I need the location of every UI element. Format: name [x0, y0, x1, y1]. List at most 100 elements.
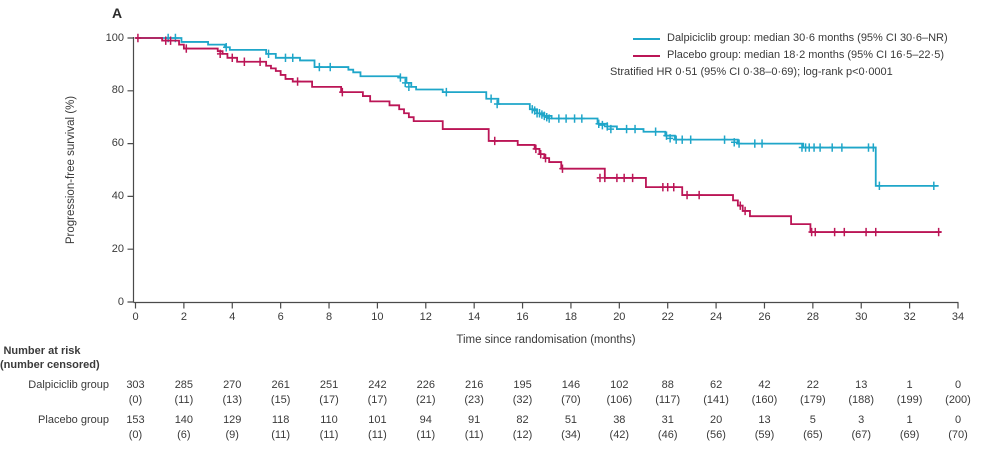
risk-cell-placebo-n: 3 — [858, 414, 865, 426]
risk-cell-placebo-censored: (46) — [657, 429, 678, 441]
risk-cell-dalpiciclib-censored: (11) — [174, 394, 194, 406]
risk-cell-placebo-n: 38 — [613, 414, 626, 426]
km-curve-placebo — [135, 37, 942, 233]
risk-cell-dalpiciclib-censored: (179) — [800, 394, 826, 406]
risk-cell-placebo-n: 140 — [174, 414, 194, 426]
risk-cell-placebo-n: 129 — [223, 414, 242, 426]
risk-cell-placebo-censored: (69) — [899, 429, 920, 441]
x-tick-label: 16 — [516, 311, 529, 323]
risk-cell-dalpiciclib-n: 13 — [855, 379, 868, 391]
x-tick-label: 20 — [613, 311, 626, 323]
legend-entry-placebo: Placebo group: median 18·2 months (95% C… — [610, 47, 948, 64]
risk-cell-placebo-n: 13 — [758, 414, 771, 426]
y-tick-label: 100 — [105, 31, 124, 44]
risk-cell-dalpiciclib-censored: (160) — [751, 394, 778, 406]
x-tick-label: 12 — [419, 311, 432, 323]
risk-cell-dalpiciclib-n: 42 — [758, 379, 771, 391]
at-risk-header: Number at risk — [3, 345, 81, 357]
x-tick-label: 2 — [180, 311, 187, 323]
risk-cell-placebo-censored: (11) — [319, 429, 339, 441]
risk-cell-dalpiciclib-n: 251 — [319, 379, 339, 391]
x-tick-label: 4 — [229, 311, 236, 323]
risk-cell-placebo-n: 118 — [271, 414, 290, 426]
legend-line-swatch-dalpiciclib — [633, 37, 660, 40]
risk-cell-dalpiciclib-n: 242 — [368, 379, 387, 391]
risk-cell-placebo-censored: (70) — [948, 429, 968, 441]
risk-cell-placebo-n: 51 — [564, 414, 578, 426]
risk-cell-dalpiciclib-censored: (188) — [848, 394, 875, 406]
risk-cell-placebo-n: 153 — [126, 414, 145, 426]
risk-cell-placebo-censored: (12) — [512, 429, 533, 441]
risk-cell-dalpiciclib-censored: (117) — [655, 394, 681, 406]
risk-cell-placebo-n: 82 — [516, 414, 529, 426]
risk-cell-placebo-censored: (65) — [803, 429, 823, 441]
risk-cell-dalpiciclib-n: 102 — [610, 379, 629, 391]
legend-label-placebo: Placebo group: median 18·2 months (95% C… — [667, 49, 944, 61]
risk-cell-dalpiciclib-censored: (17) — [319, 394, 339, 406]
x-tick-label: 6 — [277, 311, 284, 323]
legend-line-swatch-placebo — [633, 54, 660, 57]
risk-cell-placebo-censored: (34) — [561, 429, 581, 441]
risk-cell-placebo-n: 20 — [709, 414, 723, 426]
risk-cell-dalpiciclib-n: 22 — [806, 379, 819, 391]
risk-cell-placebo-censored: (9) — [225, 429, 239, 441]
legend: Dalpiciclib group: median 30·6 months (9… — [610, 30, 948, 81]
risk-cell-placebo-censored: (11) — [368, 429, 387, 441]
risk-cell-placebo-n: 31 — [661, 414, 674, 426]
y-tick-label: 40 — [111, 189, 124, 202]
x-tick-label: 24 — [709, 311, 723, 323]
at-risk-row-label-dalpiciclib: Dalpiciclib group — [28, 379, 109, 391]
risk-cell-dalpiciclib-censored: (70) — [561, 394, 581, 406]
y-tick-label: 80 — [111, 84, 124, 97]
x-tick-label: 34 — [951, 311, 965, 323]
risk-cell-dalpiciclib-n: 0 — [954, 379, 962, 391]
y-tick-label: 0 — [117, 295, 124, 308]
censor-marks-placebo — [134, 33, 942, 237]
x-tick-label: 26 — [758, 311, 771, 323]
axes — [127, 37, 959, 309]
y-axis-title: Progression-free survival (%) — [65, 95, 77, 245]
risk-cell-placebo-censored: (67) — [851, 429, 872, 441]
risk-cell-placebo-n: 91 — [468, 414, 481, 426]
risk-cell-dalpiciclib-censored: (21) — [416, 394, 436, 406]
risk-cell-dalpiciclib-n: 62 — [709, 379, 723, 391]
censor-marks-dalpiciclib — [164, 33, 938, 191]
risk-cell-dalpiciclib-n: 216 — [464, 379, 484, 391]
at-risk-row-label-placebo: Placebo group — [38, 414, 109, 426]
risk-cell-dalpiciclib-n: 285 — [174, 379, 194, 391]
risk-cell-placebo-n: 0 — [954, 414, 962, 426]
x-tick-label: 32 — [903, 311, 916, 323]
risk-cell-dalpiciclib-n: 88 — [661, 379, 674, 391]
risk-cell-placebo-n: 110 — [320, 414, 338, 426]
risk-cell-placebo-censored: (59) — [754, 429, 775, 441]
x-tick-label: 14 — [468, 311, 481, 323]
x-tick-label: 18 — [564, 311, 578, 323]
risk-cell-dalpiciclib-censored: (23) — [464, 394, 484, 406]
risk-cell-placebo-n: 101 — [368, 414, 387, 426]
risk-cell-dalpiciclib-n: 1 — [906, 379, 913, 391]
x-tick-label: 22 — [661, 311, 674, 323]
legend-entry-dalpiciclib: Dalpiciclib group: median 30·6 months (9… — [610, 30, 948, 47]
at-risk-subheader: (number censored) — [0, 359, 100, 371]
risk-cell-dalpiciclib-n: 226 — [416, 379, 435, 391]
risk-cell-dalpiciclib-censored: (13) — [222, 394, 243, 406]
x-tick-label: 0 — [132, 311, 139, 323]
y-tick-label: 20 — [111, 242, 124, 255]
risk-cell-placebo-censored: (11) — [464, 429, 484, 441]
x-tick-label: 8 — [325, 311, 333, 323]
risk-cell-placebo-censored: (11) — [416, 429, 436, 441]
risk-cell-dalpiciclib-censored: (32) — [512, 394, 533, 406]
risk-cell-placebo-censored: (0) — [128, 429, 143, 441]
risk-cell-dalpiciclib-n: 303 — [126, 379, 145, 391]
risk-cell-dalpiciclib-n: 146 — [561, 379, 581, 391]
risk-cell-dalpiciclib-n: 261 — [271, 379, 290, 391]
risk-cell-placebo-n: 1 — [906, 414, 913, 426]
risk-cell-dalpiciclib-censored: (15) — [270, 394, 291, 406]
panel-label: A — [112, 5, 123, 21]
risk-cell-dalpiciclib-censored: (106) — [606, 394, 633, 406]
legend-label-dalpiciclib: Dalpiciclib group: median 30·6 months (9… — [667, 32, 948, 44]
x-tick-label: 10 — [371, 311, 384, 323]
risk-cell-dalpiciclib-censored: (199) — [896, 394, 923, 406]
x-tick-label: 30 — [855, 311, 868, 323]
